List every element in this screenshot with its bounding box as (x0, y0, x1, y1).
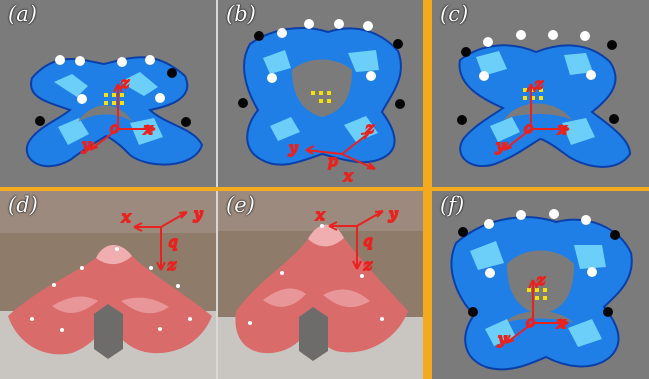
panel-f: z x y o (f) (432, 191, 649, 379)
axis-z-label-d: z (167, 256, 176, 274)
axis-x-label-d: x (122, 208, 131, 226)
axis-z-label-c: z (534, 75, 543, 93)
top-vertical-divider (216, 0, 218, 187)
horizontal-divider (0, 187, 649, 191)
panel-f-canvas: z x y o (432, 191, 649, 379)
axis-x-label-a: x (144, 120, 153, 138)
markers-b (238, 19, 405, 109)
frame-label-d: q (168, 233, 178, 251)
soft-robot-mesh-a (25, 56, 204, 168)
panel-b: z x y p (b) (218, 0, 423, 187)
axis-y-label-e: y (388, 205, 398, 223)
panel-d-canvas: x y z q (0, 191, 216, 379)
axis-y-label-c: y (495, 137, 505, 155)
axis-y-label-f: y (497, 330, 507, 348)
axes-c: z x y o (494, 74, 570, 156)
axis-y-label-a: y (81, 136, 91, 154)
frame-label-a: o (110, 119, 119, 137)
axes-f: z x y o (496, 270, 569, 349)
panel-c-canvas: z x y o (432, 0, 649, 187)
frame-label-b: p (328, 152, 338, 170)
frame-label-e: q (363, 232, 373, 250)
axis-x-label-b: x (344, 167, 353, 185)
markers-a (35, 55, 191, 127)
panel-c: z x y o (c) (432, 0, 649, 187)
axis-x-label-e: x (316, 206, 325, 224)
panel-e: x y z q (e) (218, 191, 423, 379)
frame-label-c: o (524, 119, 533, 137)
markers-e (248, 224, 384, 325)
markers-d (30, 247, 192, 332)
panel-a-canvas: z x y o (0, 0, 216, 187)
axes-b: z x y p (287, 118, 376, 186)
axis-y-label-b: y (288, 139, 298, 157)
soft-robot-mesh-f (450, 216, 633, 371)
axis-z-label-a: z (120, 74, 129, 92)
panel-e-canvas: x y z q (218, 191, 423, 379)
frame-label-f: o (526, 313, 535, 331)
axis-z-label-b: z (365, 119, 374, 137)
axis-y-label-d: y (193, 205, 203, 223)
axes-e: x y z q (315, 204, 399, 275)
axis-z-label-e: z (363, 256, 372, 274)
soft-robot-mesh-b (243, 27, 402, 166)
axis-x-label-c: x (558, 120, 567, 138)
target-marker-b (311, 91, 331, 103)
axes-d: x y z q (121, 204, 204, 275)
panel-b-canvas: z x y p (218, 0, 423, 187)
panel-a: z x y o (a) (0, 0, 216, 187)
markers-c (457, 30, 619, 125)
axis-z-label-f: z (536, 271, 545, 289)
target-marker-a (104, 93, 124, 105)
panel-d: x y z q (d) (0, 191, 216, 379)
axis-x-label-f: x (557, 314, 566, 332)
bottom-vertical-divider (216, 191, 218, 379)
axes-a: z x y o (80, 73, 156, 155)
target-marker-f (527, 288, 547, 300)
markers-f (458, 209, 620, 317)
